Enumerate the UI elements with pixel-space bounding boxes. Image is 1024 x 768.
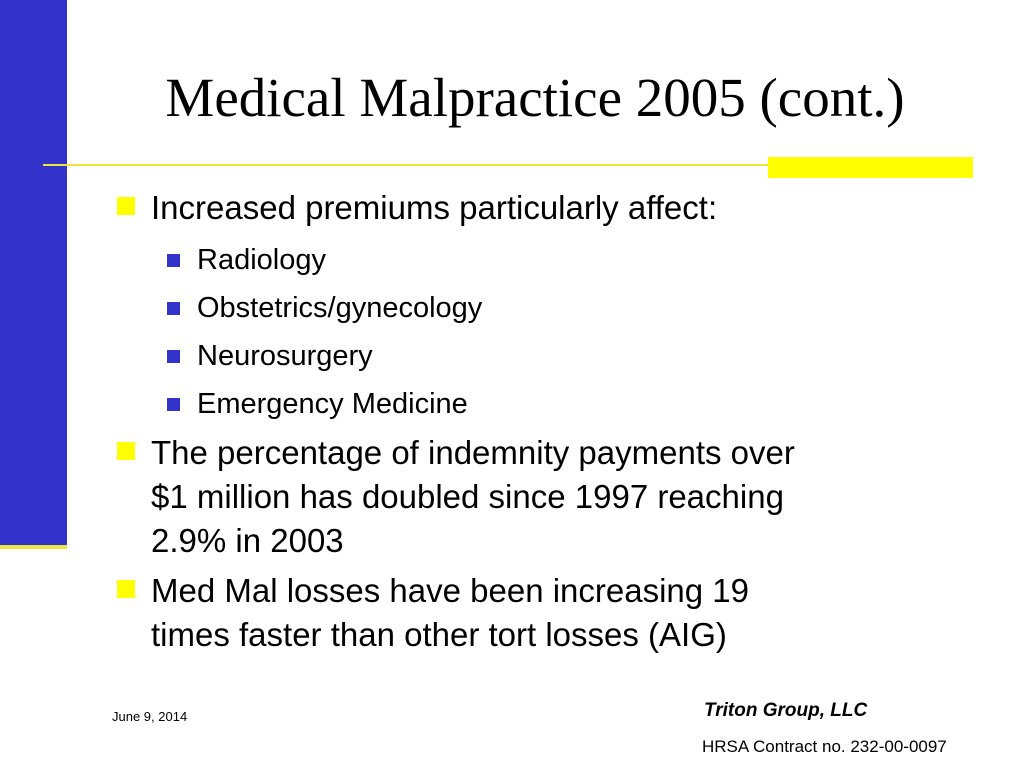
sub-bullet-text: Radiology	[197, 244, 326, 276]
square-bullet-icon	[167, 350, 180, 363]
sub-bullet-text: Obstetrics/gynecology	[197, 292, 482, 324]
bullet-line: $1 million has doubled since 1997 reachi…	[151, 475, 974, 519]
sub-bullet-text: Neurosurgery	[197, 340, 373, 372]
sub-bullet-item: Emergency Medicine	[114, 380, 974, 428]
slide-title: Medical Malpractice 2005 (cont.)	[70, 66, 1000, 129]
left-bar-underline	[0, 545, 67, 549]
footer-contract: HRSA Contract no. 232-00-0097	[702, 737, 947, 757]
footer-date: June 9, 2014	[112, 709, 187, 724]
footer-company: Triton Group, LLC	[704, 700, 867, 722]
bullet-line: times faster than other tort losses (AIG…	[151, 613, 974, 657]
bullet-line: 2.9% in 2003	[151, 519, 974, 563]
bullet-list: Increased premiums particularly affect: …	[114, 186, 974, 663]
sub-bullet-item: Obstetrics/gynecology	[114, 284, 974, 332]
square-bullet-icon	[167, 398, 180, 411]
square-bullet-icon	[167, 254, 180, 267]
title-accent-block	[768, 157, 973, 178]
square-bullet-icon	[117, 197, 135, 215]
square-bullet-icon	[117, 442, 135, 460]
sub-bullet-item: Radiology	[114, 236, 974, 284]
bullet-line: Med Mal losses have been increasing 19	[151, 569, 974, 613]
slide: Medical Malpractice 2005 (cont.) Increas…	[0, 0, 1024, 768]
bullet-item: Increased premiums particularly affect:	[114, 186, 974, 230]
bullet-text: Increased premiums particularly affect:	[151, 189, 717, 226]
square-bullet-icon	[117, 580, 135, 598]
bullet-item: The percentage of indemnity payments ove…	[114, 431, 974, 563]
bullet-item: Med Mal losses have been increasing 19 t…	[114, 569, 974, 657]
sub-bullet-item: Neurosurgery	[114, 332, 974, 380]
bullet-line: The percentage of indemnity payments ove…	[151, 431, 974, 475]
sub-bullet-list: Radiology Obstetrics/gynecology Neurosur…	[114, 236, 974, 428]
sub-bullet-text: Emergency Medicine	[197, 388, 468, 420]
title-divider	[43, 164, 773, 166]
square-bullet-icon	[167, 302, 180, 315]
left-accent-bar	[0, 0, 67, 545]
